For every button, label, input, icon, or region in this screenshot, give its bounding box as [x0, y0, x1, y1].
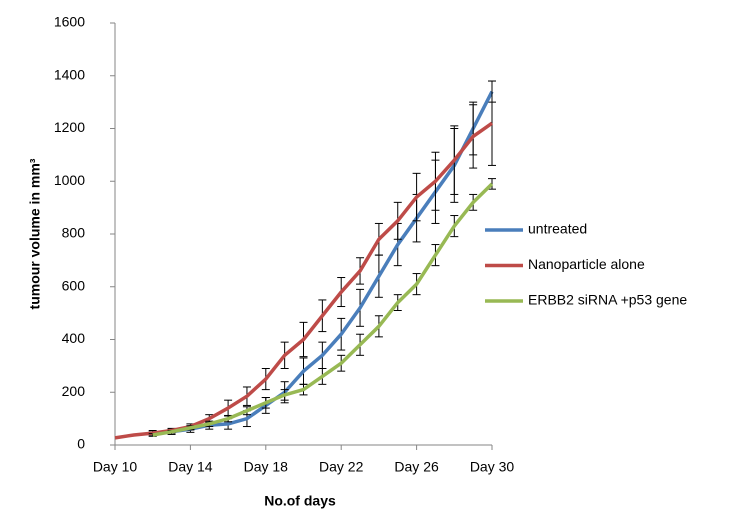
x-tick-label: Day 22	[319, 459, 364, 475]
y-tick-label: 1600	[54, 14, 85, 30]
legend-label: ERBB2 siRNA +p53 gene	[528, 292, 687, 308]
legend-label: untreated	[528, 221, 587, 237]
legend-label: Nanoparticle alone	[528, 256, 645, 272]
y-tick-label: 200	[62, 383, 86, 399]
y-tick-label: 600	[62, 277, 86, 293]
y-tick-label: 800	[62, 225, 86, 241]
y-tick-label: 400	[62, 330, 86, 346]
y-tick-label: 1200	[54, 119, 85, 135]
series-line	[152, 182, 494, 437]
x-tick-label: Day 18	[244, 459, 289, 475]
x-tick-label: Day 14	[168, 459, 213, 475]
x-tick-label: Day 10	[93, 459, 138, 475]
y-axis-title: tumour volume in mm³	[27, 158, 43, 309]
x-axis-title: No.of days	[264, 493, 336, 509]
y-tick-label: 1000	[54, 172, 85, 188]
x-tick-label: Day 26	[394, 459, 439, 475]
x-tick-label: Day 30	[470, 459, 515, 475]
y-tick-label: 1400	[54, 66, 85, 82]
y-tick-label: 0	[77, 436, 85, 452]
